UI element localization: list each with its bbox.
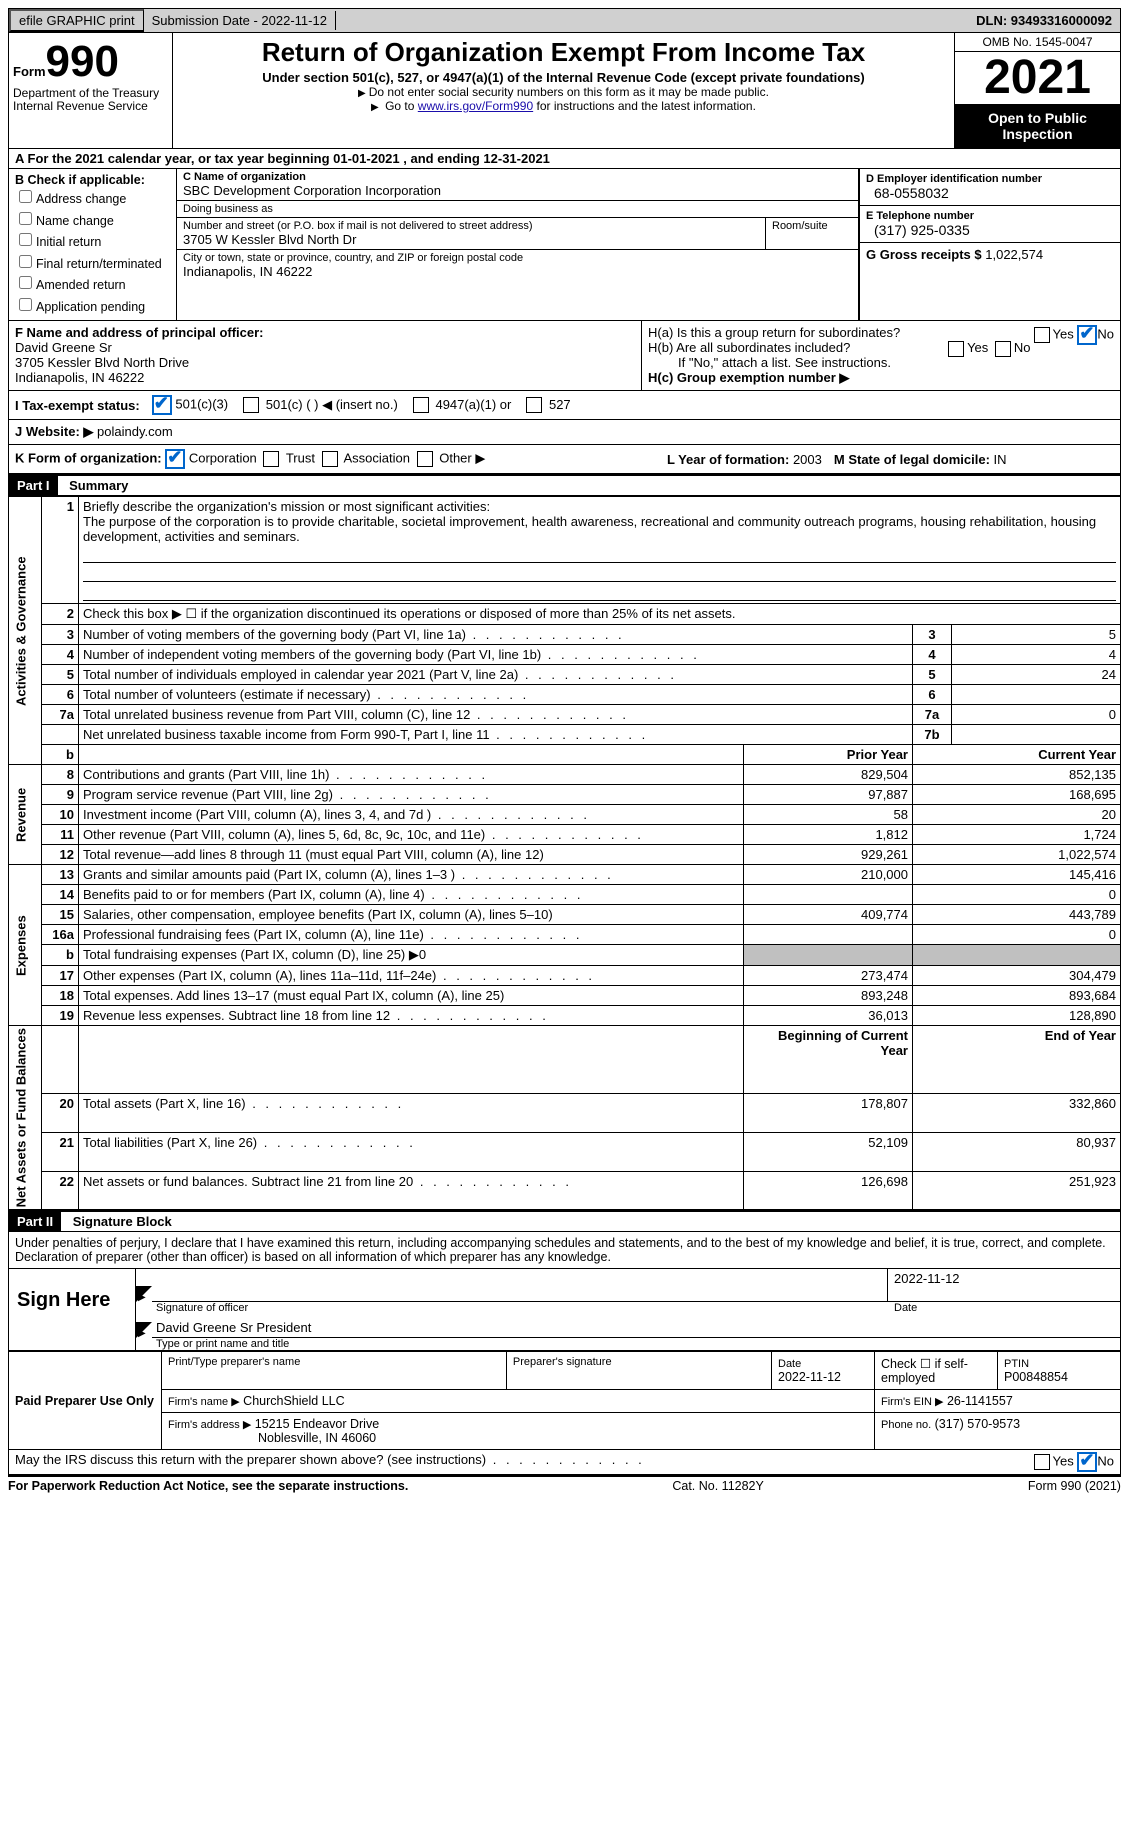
page-footer: For Paperwork Reduction Act Notice, see … bbox=[8, 1475, 1121, 1493]
irs-link[interactable]: www.irs.gov/Form990 bbox=[418, 99, 533, 113]
telephone: (317) 925-0335 bbox=[866, 222, 1114, 238]
501c3-checkbox[interactable] bbox=[152, 395, 172, 415]
prep-date: 2022-11-12 bbox=[778, 1370, 841, 1384]
part2-title: Signature Block bbox=[65, 1212, 180, 1231]
officer-signed-name: David Greene Sr President bbox=[156, 1320, 311, 1335]
form-subtitle: Under section 501(c), 527, or 4947(a)(1)… bbox=[177, 70, 950, 85]
discuss-no-checkbox[interactable] bbox=[1077, 1452, 1097, 1472]
part1-tag: Part I bbox=[9, 476, 58, 495]
omb-number: OMB No. 1545-0047 bbox=[955, 33, 1120, 52]
form-number: 990 bbox=[46, 37, 119, 86]
paid-prep-label: Paid Preparer Use Only bbox=[9, 1352, 162, 1450]
treasury-dept: Department of the Treasury Internal Reve… bbox=[13, 87, 168, 113]
box-k: K Form of organization: Corporation Trus… bbox=[15, 449, 655, 469]
efile-print-button[interactable]: efile GRAPHIC print bbox=[9, 9, 144, 32]
current-year-hdr: Current Year bbox=[913, 745, 1121, 765]
part1-title: Summary bbox=[61, 476, 136, 495]
ptin: P00848854 bbox=[1004, 1370, 1068, 1384]
org-street: 3705 W Kessler Blvd North Dr bbox=[183, 232, 759, 247]
inspection-badge: Open to Public Inspection bbox=[955, 104, 1120, 148]
cb-initial-return[interactable]: Initial return bbox=[15, 230, 170, 252]
box-b: B Check if applicable: Address change Na… bbox=[9, 169, 177, 320]
cb-name-change[interactable]: Name change bbox=[15, 209, 170, 231]
ssn-note: Do not enter social security numbers on … bbox=[177, 85, 950, 99]
sign-here-label: Sign Here bbox=[9, 1269, 136, 1350]
box-i: I Tax-exempt status: 501(c)(3) 501(c) ( … bbox=[8, 391, 1121, 420]
paid-preparer-block: Paid Preparer Use Only Print/Type prepar… bbox=[8, 1351, 1121, 1450]
vlabel-revenue: Revenue bbox=[9, 765, 42, 865]
box-deg: D Employer identification number 68-0558… bbox=[859, 169, 1120, 320]
form-label: Form bbox=[13, 64, 46, 79]
form-header: Form990 Department of the Treasury Inter… bbox=[8, 33, 1121, 149]
box-f: F Name and address of principal officer:… bbox=[9, 321, 642, 390]
vlabel-governance: Activities & Governance bbox=[9, 497, 42, 765]
efile-topbar: efile GRAPHIC print Submission Date - 20… bbox=[8, 8, 1121, 33]
org-city: Indianapolis, IN 46222 bbox=[183, 264, 852, 279]
firm-ein: 26-1141557 bbox=[947, 1394, 1013, 1408]
submission-date: Submission Date - 2022-11-12 bbox=[144, 11, 336, 30]
website: polaindy.com bbox=[97, 424, 173, 439]
dln: DLN: 93493316000092 bbox=[968, 11, 1120, 30]
firm-phone: (317) 570-9573 bbox=[935, 1417, 1020, 1431]
cb-final-return[interactable]: Final return/terminated bbox=[15, 252, 170, 274]
mission-text: The purpose of the corporation is to pro… bbox=[83, 514, 1096, 544]
gross-receipts: 1,022,574 bbox=[985, 247, 1043, 262]
vlabel-netassets: Net Assets or Fund Balances bbox=[9, 1026, 42, 1210]
link-note: Go to www.irs.gov/Form990 for instructio… bbox=[177, 99, 950, 113]
firm-name: ChurchShield LLC bbox=[243, 1394, 344, 1408]
summary-table: Activities & Governance 1 Briefly descri… bbox=[8, 496, 1121, 1210]
vlabel-expenses: Expenses bbox=[9, 865, 42, 1026]
penalties-text: Under penalties of perjury, I declare th… bbox=[9, 1232, 1120, 1268]
tax-year: 2021 bbox=[955, 52, 1120, 104]
officer-name: David Greene Sr bbox=[15, 340, 635, 355]
form-title: Return of Organization Exempt From Incom… bbox=[177, 37, 950, 68]
cb-address-change[interactable]: Address change bbox=[15, 187, 170, 209]
cb-amended[interactable]: Amended return bbox=[15, 273, 170, 295]
corp-checkbox[interactable] bbox=[165, 449, 185, 469]
discuss-irs: May the IRS discuss this return with the… bbox=[9, 1450, 1120, 1474]
sign-date: 2022-11-12 bbox=[894, 1271, 1114, 1286]
line-a: A For the 2021 calendar year, or tax yea… bbox=[9, 149, 1120, 168]
year-formation: 2003 bbox=[793, 452, 822, 467]
box-h: H(a) Is this a group return for subordin… bbox=[642, 321, 1120, 390]
cb-app-pending[interactable]: Application pending bbox=[15, 295, 170, 317]
box-c: C Name of organization SBC Development C… bbox=[177, 169, 859, 320]
state-domicile: IN bbox=[994, 452, 1007, 467]
prior-year-hdr: Prior Year bbox=[744, 745, 913, 765]
ha-no-checkbox[interactable] bbox=[1077, 325, 1097, 345]
org-name: SBC Development Corporation Incorporatio… bbox=[183, 183, 852, 198]
ein: 68-0558032 bbox=[866, 185, 1114, 201]
part2-tag: Part II bbox=[9, 1212, 61, 1231]
